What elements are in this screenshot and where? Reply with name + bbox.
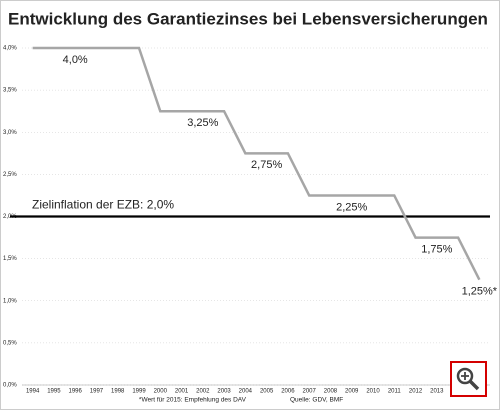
value-label: 1,75% xyxy=(421,243,452,255)
x-tick-label: 2006 xyxy=(281,389,295,395)
y-tick-label: 4,0% xyxy=(3,46,17,52)
y-tick-label: 3,5% xyxy=(3,88,17,94)
x-tick-label: 2013 xyxy=(430,389,444,395)
x-tick-label: 1995 xyxy=(47,389,61,395)
x-tick-label: 2012 xyxy=(409,389,423,395)
y-tick-label: 0,5% xyxy=(3,340,17,346)
x-tick-label: 2010 xyxy=(366,389,380,395)
x-tick-label: 2007 xyxy=(303,389,317,395)
y-tick-label: 1,0% xyxy=(3,298,17,304)
y-tick-label: 3,0% xyxy=(3,130,17,136)
x-tick-label: 2009 xyxy=(345,389,359,395)
y-tick-label: 1,5% xyxy=(3,256,17,262)
value-label: 2,75% xyxy=(251,159,282,171)
data-line xyxy=(32,46,481,281)
source: Quelle: GDV, BMF xyxy=(290,397,343,404)
x-tick-label: 1996 xyxy=(69,389,83,395)
x-tick-label: 2001 xyxy=(175,389,189,395)
zoom-button[interactable] xyxy=(450,361,487,397)
x-tick-label: 1997 xyxy=(90,389,104,395)
x-tick-label: 1999 xyxy=(132,389,146,395)
y-tick-label: 2,5% xyxy=(3,172,17,178)
value-label: 1,25%* xyxy=(462,286,498,298)
x-tick-label: 2000 xyxy=(154,389,168,395)
y-tick-label: 0,0% xyxy=(3,383,17,389)
x-tick-label: 2004 xyxy=(239,389,253,395)
x-tick-label: 1998 xyxy=(111,389,125,395)
zoom-plus[interactable] xyxy=(461,372,469,380)
reference-label: Zielinflation der EZB: 2,0% xyxy=(32,198,174,212)
x-tick-label: 2003 xyxy=(217,389,231,395)
x-tick-label: 2005 xyxy=(260,389,274,395)
value-label: 2,25% xyxy=(336,201,367,213)
footnote: *Wert für 2015: Empfehlung des DAV xyxy=(139,397,247,404)
x-tick-label: 1994 xyxy=(26,389,40,395)
zoom-handle[interactable] xyxy=(468,379,480,391)
x-tick-label: 2011 xyxy=(388,389,402,395)
x-tick-label: 2008 xyxy=(324,389,338,395)
chart-title: Entwicklung des Garantiezinses bei Leben… xyxy=(8,9,488,28)
x-tick-label: 2002 xyxy=(196,389,210,395)
value-label: 3,25% xyxy=(187,117,218,129)
value-label: 4,0% xyxy=(63,54,88,66)
